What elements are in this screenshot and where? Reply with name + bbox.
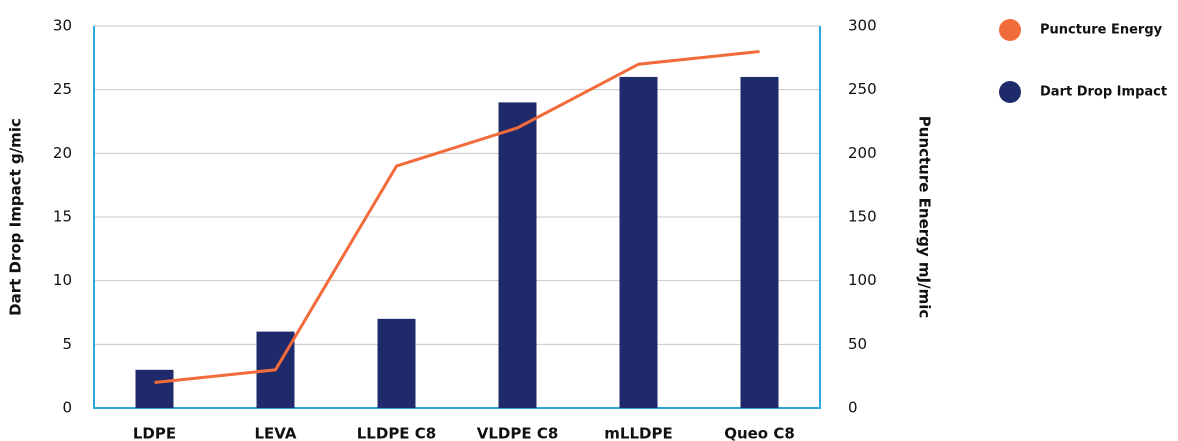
bar: [498, 102, 537, 409]
y2-tick-label: 250: [848, 80, 877, 98]
axis-frame: [93, 26, 821, 409]
line: [154, 49, 760, 385]
y2-tick-label: 200: [848, 144, 877, 162]
bar: [740, 76, 779, 408]
legend-marker: [999, 19, 1021, 41]
legend-label: Puncture Energy: [1040, 23, 1163, 38]
x-tick-label: LEVA: [254, 425, 296, 441]
y-tick-label: 10: [53, 271, 72, 289]
x-tick-label: mLLDPE: [604, 425, 672, 441]
x-tick-label: LDPE: [133, 425, 176, 441]
bar: [377, 318, 416, 408]
y-tick-label: 5: [62, 335, 72, 353]
x-tick-label: Queo C8: [724, 425, 795, 441]
y2-tick-label: 0: [848, 399, 858, 417]
legend-label: Dart Drop Impact: [1040, 85, 1167, 100]
legend-marker: [999, 81, 1021, 103]
bar: [135, 369, 174, 408]
y-tick-label: 30: [53, 17, 72, 35]
y-tick-label: 15: [53, 208, 72, 226]
y-tick-label: 0: [62, 399, 72, 417]
y-axis-label: Dart Drop Impact g/mic: [7, 118, 25, 316]
y2-tick-label: 300: [848, 17, 877, 35]
y2-tick-label: 100: [848, 271, 877, 289]
y2-tick-label: 50: [848, 335, 867, 353]
y-tick-label: 25: [53, 80, 72, 98]
y-tick-label: 20: [53, 144, 72, 162]
x-tick-label: VLDPE C8: [477, 425, 559, 441]
bar: [619, 76, 658, 408]
y2-axis-label: Puncture Energy mJ/mic: [916, 116, 934, 318]
y2-tick-label: 150: [848, 208, 877, 226]
x-tick-label: LLDPE C8: [357, 425, 436, 441]
